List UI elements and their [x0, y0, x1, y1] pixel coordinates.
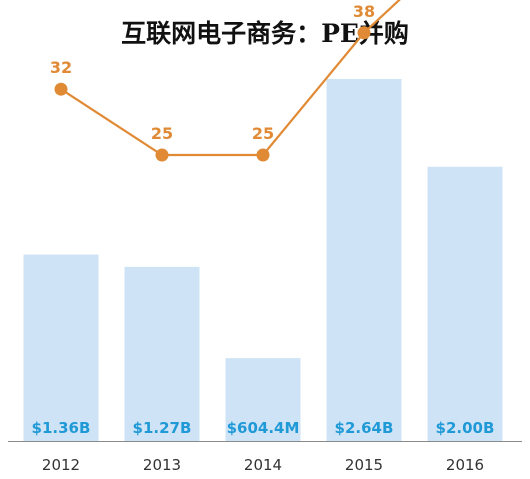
bar-value-label: $2.64B: [335, 419, 394, 437]
bar: [427, 166, 503, 441]
line-value-label: 25: [151, 124, 173, 143]
x-tick-label: 2016: [446, 456, 484, 474]
x-tick-label: 2012: [42, 456, 80, 474]
line-point: [357, 26, 371, 40]
line-point: [54, 82, 68, 96]
bar-value-label: $2.00B: [436, 419, 495, 437]
bar-value-label: $604.4M: [227, 419, 300, 437]
bar-value-label: $1.27B: [133, 419, 192, 437]
x-tick-label: 2015: [345, 456, 383, 474]
line-value-label: 38: [353, 2, 375, 21]
bar: [326, 79, 402, 441]
bar: [23, 254, 99, 441]
x-tick-label: 2014: [244, 456, 282, 474]
line-value-label: 32: [50, 58, 72, 77]
line-point: [155, 148, 169, 162]
bar: [124, 266, 200, 441]
bar: [225, 358, 301, 441]
line-point: [256, 148, 270, 162]
line-value-label: 25: [252, 124, 274, 143]
bar-value-label: $1.36B: [32, 419, 91, 437]
x-tick-label: 2013: [143, 456, 181, 474]
